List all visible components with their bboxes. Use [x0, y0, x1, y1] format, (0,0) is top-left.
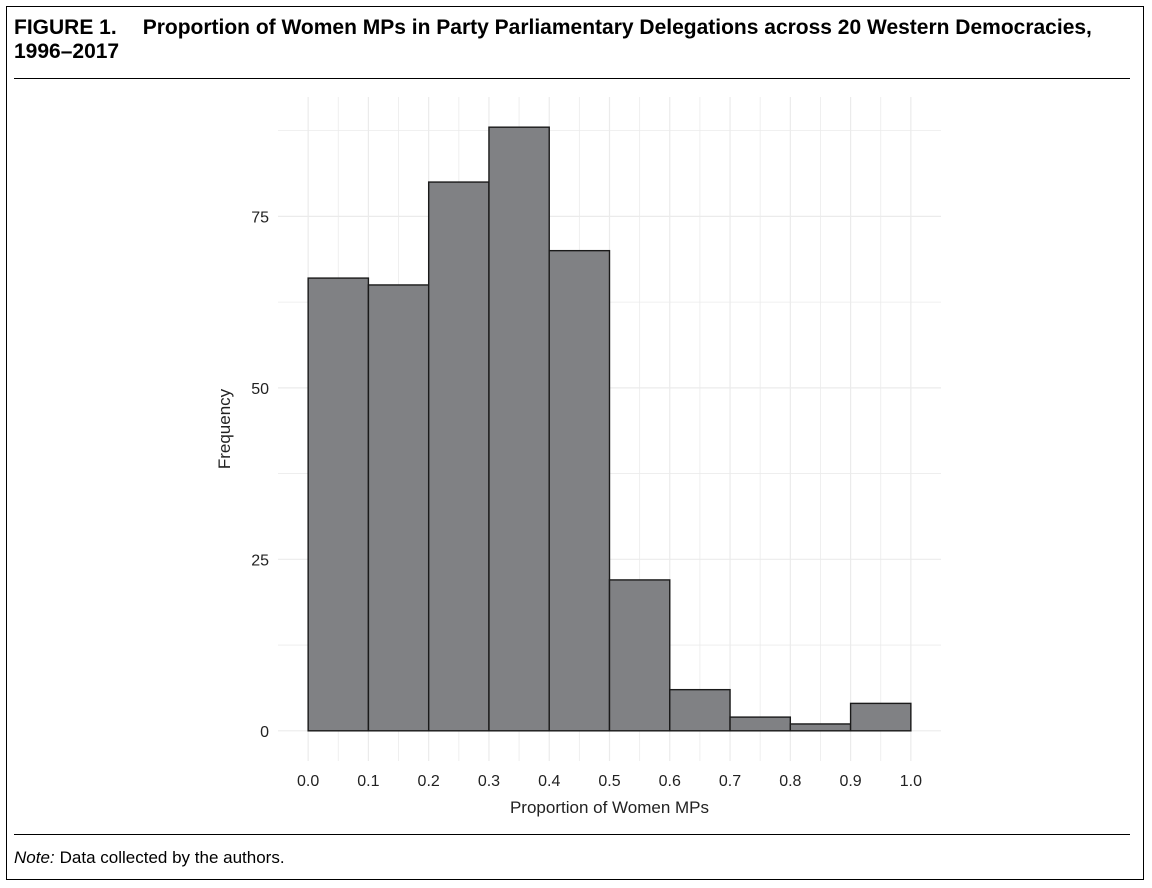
histogram-bar [427, 181, 490, 732]
x-tick-label: 0.0 [297, 773, 319, 790]
x-tick-label: 0.3 [478, 773, 500, 790]
histogram-bar [367, 284, 430, 732]
x-axis-title: Proportion of Women MPs [510, 798, 709, 817]
x-tick-label: 0.9 [839, 773, 861, 790]
figure-title: FIGURE 1. Proportion of Women MPs in Part… [14, 16, 1114, 64]
x-tick-label: 0.7 [719, 773, 741, 790]
bars [307, 126, 912, 732]
histogram-bar [789, 723, 852, 732]
histogram-bar [608, 579, 671, 732]
x-tick-label: 0.8 [779, 773, 801, 790]
x-tick-label: 0.5 [598, 773, 620, 790]
histogram-bar [669, 688, 731, 732]
y-tick-label: 50 [251, 381, 269, 398]
figure-note: Note: Data collected by the authors. [14, 848, 285, 868]
y-tick-label: 0 [260, 724, 269, 741]
x-tick-label: 0.4 [538, 773, 560, 790]
y-tick-labels: 0 25 50 75 [251, 209, 269, 740]
histogram-bar [488, 126, 550, 732]
x-tick-label: 0.6 [659, 773, 681, 790]
y-axis-title: Frequency [215, 388, 234, 469]
figure-label: FIGURE 1. [14, 16, 117, 39]
histogram-bar [729, 716, 792, 732]
x-tick-label: 0.1 [357, 773, 379, 790]
x-tick-label: 0.2 [418, 773, 440, 790]
note-text: Data collected by the authors. [59, 848, 285, 867]
y-tick-label: 25 [251, 552, 269, 569]
figure-title-text: Proportion of Women MPs in Party Parliam… [14, 16, 1092, 63]
y-tick-label: 75 [251, 209, 269, 226]
title-rule [14, 78, 1130, 79]
histogram-bar [849, 702, 912, 732]
x-tick-labels: 0.0 0.1 0.2 0.3 0.4 0.5 0.6 0.7 0.8 0.9 1.0 [297, 773, 922, 790]
note-label: Note: [14, 848, 55, 867]
histogram-bar [548, 249, 611, 732]
x-tick-label: 1.0 [900, 773, 922, 790]
note-rule [14, 834, 1130, 835]
histogram-bar [307, 277, 370, 732]
